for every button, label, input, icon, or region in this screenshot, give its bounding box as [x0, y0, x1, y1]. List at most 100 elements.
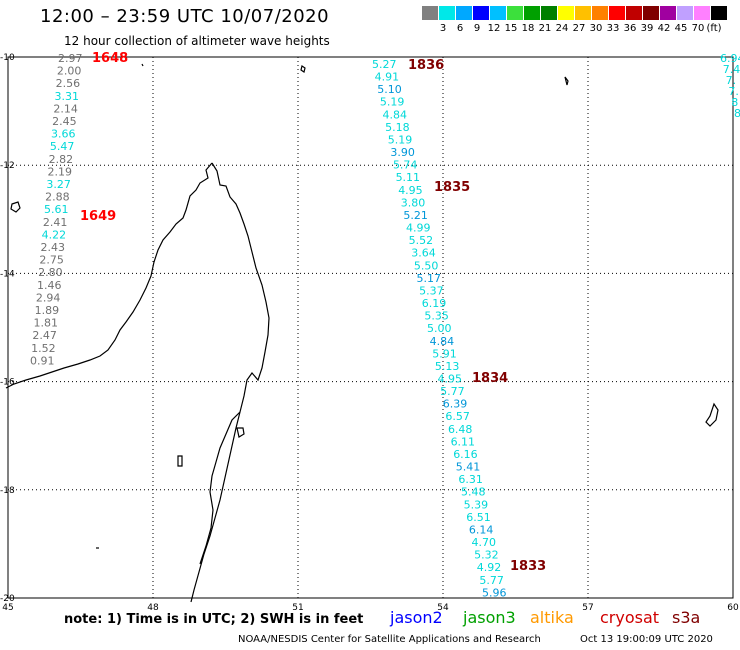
small-island [705, 402, 719, 427]
wave-height-value: 4.84 [430, 335, 455, 348]
wave-height-value: 2.80 [38, 266, 63, 279]
wave-height-value: 0.91 [30, 354, 55, 367]
wave-height-value: 5.48 [461, 486, 486, 499]
scale-label: 15 [504, 23, 518, 34]
scale-swatch [626, 6, 642, 20]
wave-height-value: 7.4 [723, 63, 740, 76]
scale-swatch [711, 6, 727, 20]
pass-time-label: 1835 [434, 180, 470, 195]
wave-height-value: 1.52 [31, 342, 55, 355]
generated-timestamp: Oct 13 19:00:09 UTC 2020 [580, 634, 713, 645]
wave-height-value: 5.77 [479, 574, 504, 587]
longitude-label: 45 [2, 603, 13, 610]
latitude-label: -18 [0, 486, 15, 496]
wave-height-value: 5.41 [456, 461, 481, 474]
scale-swatch [643, 6, 659, 20]
small-island [564, 76, 569, 86]
wave-height-value: 2.82 [49, 153, 74, 166]
wave-height-value: 2.41 [43, 216, 67, 229]
scale-swatch [677, 6, 693, 20]
wave-height-value: 5.37 [419, 284, 444, 297]
wave-height-value: 5.19 [388, 133, 413, 146]
scale-label: 24 [555, 23, 569, 34]
wave-height-value: 5.18 [385, 121, 410, 134]
scale-label: 3 [439, 23, 447, 34]
wave-height-value: 5.13 [435, 360, 460, 373]
wave-height-value: 6.57 [445, 410, 470, 423]
wave-height-value: 2.19 [48, 165, 73, 178]
wave-height-value: 4.95 [437, 373, 462, 386]
scale-label: 12 [487, 23, 501, 34]
wave-height-value: 5.74 [393, 159, 418, 172]
wave-height-value: 5.39 [464, 498, 489, 511]
latitude-label: -14 [0, 269, 15, 279]
wave-height-value: 5.10 [377, 83, 402, 96]
scale-swatch [694, 6, 710, 20]
footnote: note: 1) Time is in UTC; 2) SWH is in fe… [64, 612, 364, 627]
scale-swatch [524, 6, 540, 20]
scale-label: 45 [674, 23, 688, 34]
pass-time-label: 1649 [80, 209, 116, 224]
longitude-label: 51 [292, 603, 303, 610]
wave-height-value: 5.00 [427, 322, 452, 335]
wave-height-value: 6.31 [458, 473, 483, 486]
scale-label: 70 [691, 23, 705, 34]
wave-height-value: 2.43 [41, 241, 66, 254]
wave-height-value: 2.14 [53, 102, 77, 115]
wave-height-value: 3.80 [401, 196, 426, 209]
wave-height-value: 4.22 [42, 228, 67, 241]
wave-height-value: 6.94 [720, 52, 740, 65]
coastline [5, 63, 719, 603]
wave-height-value: 2.47 [32, 329, 57, 342]
longitude-label: 57 [582, 603, 593, 610]
wave-height-value: 5.17 [417, 272, 442, 285]
page-subtitle: 12 hour collection of altimeter wave hei… [64, 34, 330, 48]
credit-line: NOAA/NESDIS Center for Satellite Applica… [238, 634, 541, 645]
satellite-label-jason2: jason2 [390, 608, 443, 627]
wave-height-value: 8 [731, 96, 738, 109]
scale-label: 18 [521, 23, 535, 34]
altimeter-tracks: 2.972.002.563.312.142.453.665.472.822.19… [30, 51, 740, 599]
pass-time-label: 1833 [510, 559, 546, 574]
madagascar-south-coastline [199, 411, 241, 565]
satellite-label-jason3: jason3 [463, 608, 516, 627]
scale-swatch [592, 6, 608, 20]
wave-height-value: 1.89 [35, 304, 60, 317]
latitude-label: -12 [0, 161, 15, 171]
scale-swatch [473, 6, 489, 20]
scale-swatch [439, 6, 455, 20]
scale-label: 39 [640, 23, 654, 34]
wave-height-value: 5.27 [372, 58, 397, 71]
satellite-label-altika: altika [530, 608, 574, 627]
wave-height-value: 4.99 [406, 222, 431, 235]
satellite-label-s3a: s3a [672, 608, 701, 627]
scale-label: 6 [456, 23, 464, 34]
pass-time-label: 1834 [472, 371, 508, 386]
wave-height-value: 6.48 [448, 423, 473, 436]
scale-label: 36 [623, 23, 637, 34]
wave-height-value: 2.75 [39, 254, 64, 267]
wave-height-value: 4.70 [472, 536, 497, 549]
wave-height-value: 3.66 [51, 128, 76, 141]
wave-height-value: 8 [734, 107, 740, 120]
scale-label: 30 [589, 23, 603, 34]
latitude-label: -10 [0, 53, 15, 63]
wave-height-value: 2.45 [52, 115, 77, 128]
wave-height-value: 5.61 [44, 203, 69, 216]
wave-height-value: 5.32 [474, 549, 499, 562]
wave-height-value: 6.11 [451, 435, 476, 448]
scale-swatch [558, 6, 574, 20]
wave-height-value: 5.77 [440, 385, 465, 398]
wave-height-value: 3.31 [55, 90, 80, 103]
small-island [236, 427, 245, 438]
wave-height-value: 2.97 [58, 52, 83, 65]
wave-height-value: 6.16 [453, 448, 478, 461]
small-island [10, 201, 21, 213]
wave-height-value: 2.94 [36, 291, 61, 304]
wave-height-value: 4.91 [375, 71, 400, 84]
small-island [300, 65, 306, 73]
wave-height-value: 4.92 [477, 561, 502, 574]
scale-swatch [422, 6, 438, 20]
scale-swatch [490, 6, 506, 20]
scale-label: (ft) [706, 23, 722, 34]
